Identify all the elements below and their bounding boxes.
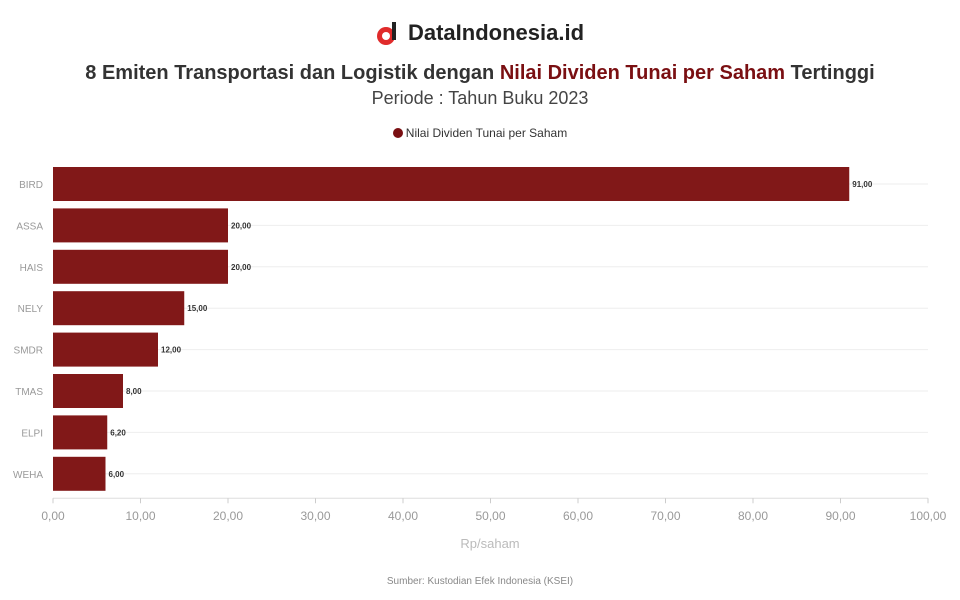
data-label: 15,00 xyxy=(187,304,208,313)
bar-elpi[interactable] xyxy=(53,415,108,450)
bar-assa[interactable] xyxy=(53,208,228,243)
brand-logo: DataIndonesia.id xyxy=(0,20,960,47)
data-label: 8,00 xyxy=(126,387,142,396)
category-label: SMDR xyxy=(14,346,43,357)
legend-marker xyxy=(392,128,403,138)
bar-smdr[interactable] xyxy=(53,332,158,367)
bar-tmas[interactable] xyxy=(53,374,123,408)
bar-chart: BIRD 91,00 ASSA 20,00 HAIS 20,00 NELY 15,00 SMDR… xyxy=(13,167,947,551)
brand-name: DataIndonesia.id xyxy=(407,20,585,45)
category-label: WEHA xyxy=(13,470,43,481)
x-tick-label: 70,00 xyxy=(650,509,680,523)
bar-bird[interactable] xyxy=(53,167,850,201)
source-note: Sumber: Kustodian Efek Indonesia (KSEI) xyxy=(386,576,574,587)
chart-title: 8 Emiten Transportasi dan Logistik denga… xyxy=(85,62,875,84)
x-tick-label: 60,00 xyxy=(563,509,593,523)
x-tick-label: 0,00 xyxy=(41,509,65,523)
x-tick-label: 50,00 xyxy=(475,509,505,523)
x-tick-label: 40,00 xyxy=(388,509,418,523)
bar-hais[interactable] xyxy=(53,249,228,284)
legend-label: Nilai Dividen Tunai per Saham xyxy=(405,126,568,140)
data-label: 20,00 xyxy=(231,221,252,230)
chart-subtitle: Periode : Tahun Buku 2023 xyxy=(371,88,589,108)
bar-nely[interactable] xyxy=(53,291,185,326)
category-label: HAIS xyxy=(20,263,44,274)
x-tick-label: 90,00 xyxy=(825,509,855,523)
category-label: TMAS xyxy=(15,387,43,398)
x-tick-label: 10,00 xyxy=(125,509,155,523)
x-tick-label: 100,00 xyxy=(910,509,947,523)
data-label: 6,00 xyxy=(109,470,125,479)
data-label: 6,20 xyxy=(110,428,126,437)
category-label: BIRD xyxy=(19,180,43,191)
data-label: 91,00 xyxy=(852,180,873,189)
category-label: NELY xyxy=(18,304,44,315)
data-label: 12,00 xyxy=(161,346,182,355)
x-tick-label: 80,00 xyxy=(738,509,768,523)
category-label: ELPI xyxy=(21,428,43,439)
x-tick-label: 20,00 xyxy=(213,509,243,523)
data-label: 20,00 xyxy=(231,263,252,272)
x-axis-title: Rp/saham xyxy=(460,536,519,551)
x-tick-label: 30,00 xyxy=(300,509,330,523)
category-label: ASSA xyxy=(16,221,43,232)
bar-weha[interactable] xyxy=(53,456,106,491)
logo-icon xyxy=(376,22,396,46)
legend[interactable]: Nilai Dividen Tunai per Saham xyxy=(0,126,960,140)
